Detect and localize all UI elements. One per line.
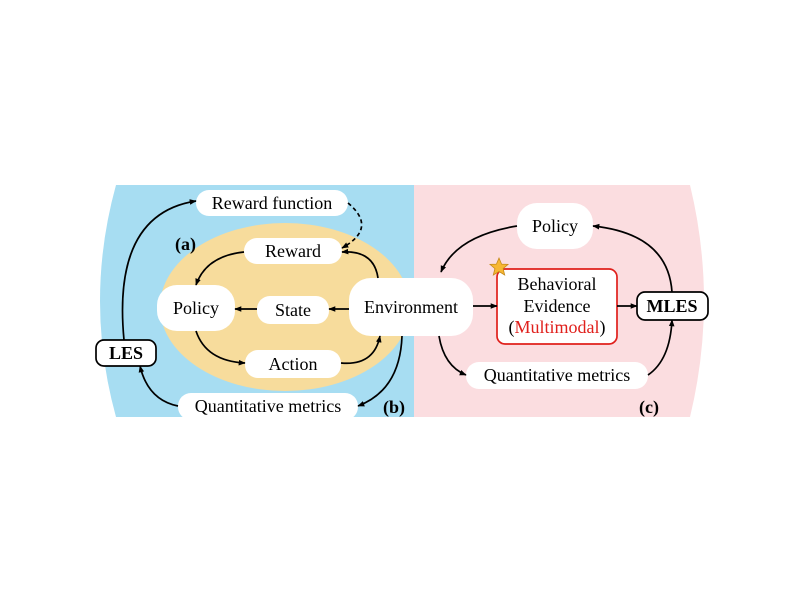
arrow-environment-to-metrics-right	[438, 335, 467, 376]
svg-text:Action: Action	[269, 354, 318, 374]
panel-label-c: (c)	[639, 397, 659, 418]
arrow-les-to-reward-function	[121, 199, 197, 341]
svg-text:Policy: Policy	[532, 216, 578, 236]
policy-node-right: Policy	[517, 203, 593, 249]
svg-text:Reward: Reward	[265, 241, 321, 261]
arrow-action-to-environment	[340, 335, 382, 365]
quantitative-metrics-node-right: Quantitative metrics	[466, 362, 648, 389]
panel-label-a: (a)	[175, 234, 196, 255]
action-node: Action	[245, 350, 341, 378]
arrow-policy-to-environment	[440, 225, 518, 273]
svg-text:Policy: Policy	[173, 298, 219, 318]
mles-node: MLES	[636, 291, 709, 321]
svg-text:Quantitative metrics: Quantitative metrics	[195, 396, 341, 416]
arrow-metrics-to-les	[138, 365, 179, 407]
arrow-reward-to-policy	[195, 251, 245, 286]
svg-text:State: State	[275, 300, 311, 320]
svg-text:Environment: Environment	[364, 297, 458, 317]
arrow-policy-to-action	[195, 330, 246, 366]
arrow-environment-to-metrics-left	[357, 335, 403, 407]
svg-text:Reward function: Reward function	[212, 193, 332, 213]
svg-text:Behavioral: Behavioral	[518, 274, 597, 294]
arrow-environment-to-reward	[341, 248, 379, 279]
arrow-metrics-to-mles	[647, 319, 675, 376]
reward-function-node: Reward function	[196, 190, 348, 216]
environment-node: Environment	[349, 278, 473, 336]
state-node: State	[257, 296, 329, 324]
svg-text:(Multimodal): (Multimodal)	[509, 317, 606, 338]
les-node: LES	[95, 339, 157, 367]
svg-text:MLES: MLES	[646, 296, 697, 316]
arrow-mles-to-policy	[592, 223, 673, 293]
panel-label-b: (b)	[383, 397, 405, 418]
arrow-reward-function-to-reward	[341, 202, 363, 249]
behavioral-evidence-node: Behavioral Evidence (Multimodal)	[496, 268, 618, 345]
svg-text:Quantitative metrics: Quantitative metrics	[484, 365, 630, 385]
svg-text:Evidence: Evidence	[524, 296, 591, 316]
policy-node-left: Policy	[157, 285, 235, 331]
svg-text:LES: LES	[109, 343, 143, 363]
star-icon	[488, 256, 510, 276]
quantitative-metrics-node-left: Quantitative metrics	[178, 393, 358, 420]
reward-node: Reward	[244, 238, 342, 264]
